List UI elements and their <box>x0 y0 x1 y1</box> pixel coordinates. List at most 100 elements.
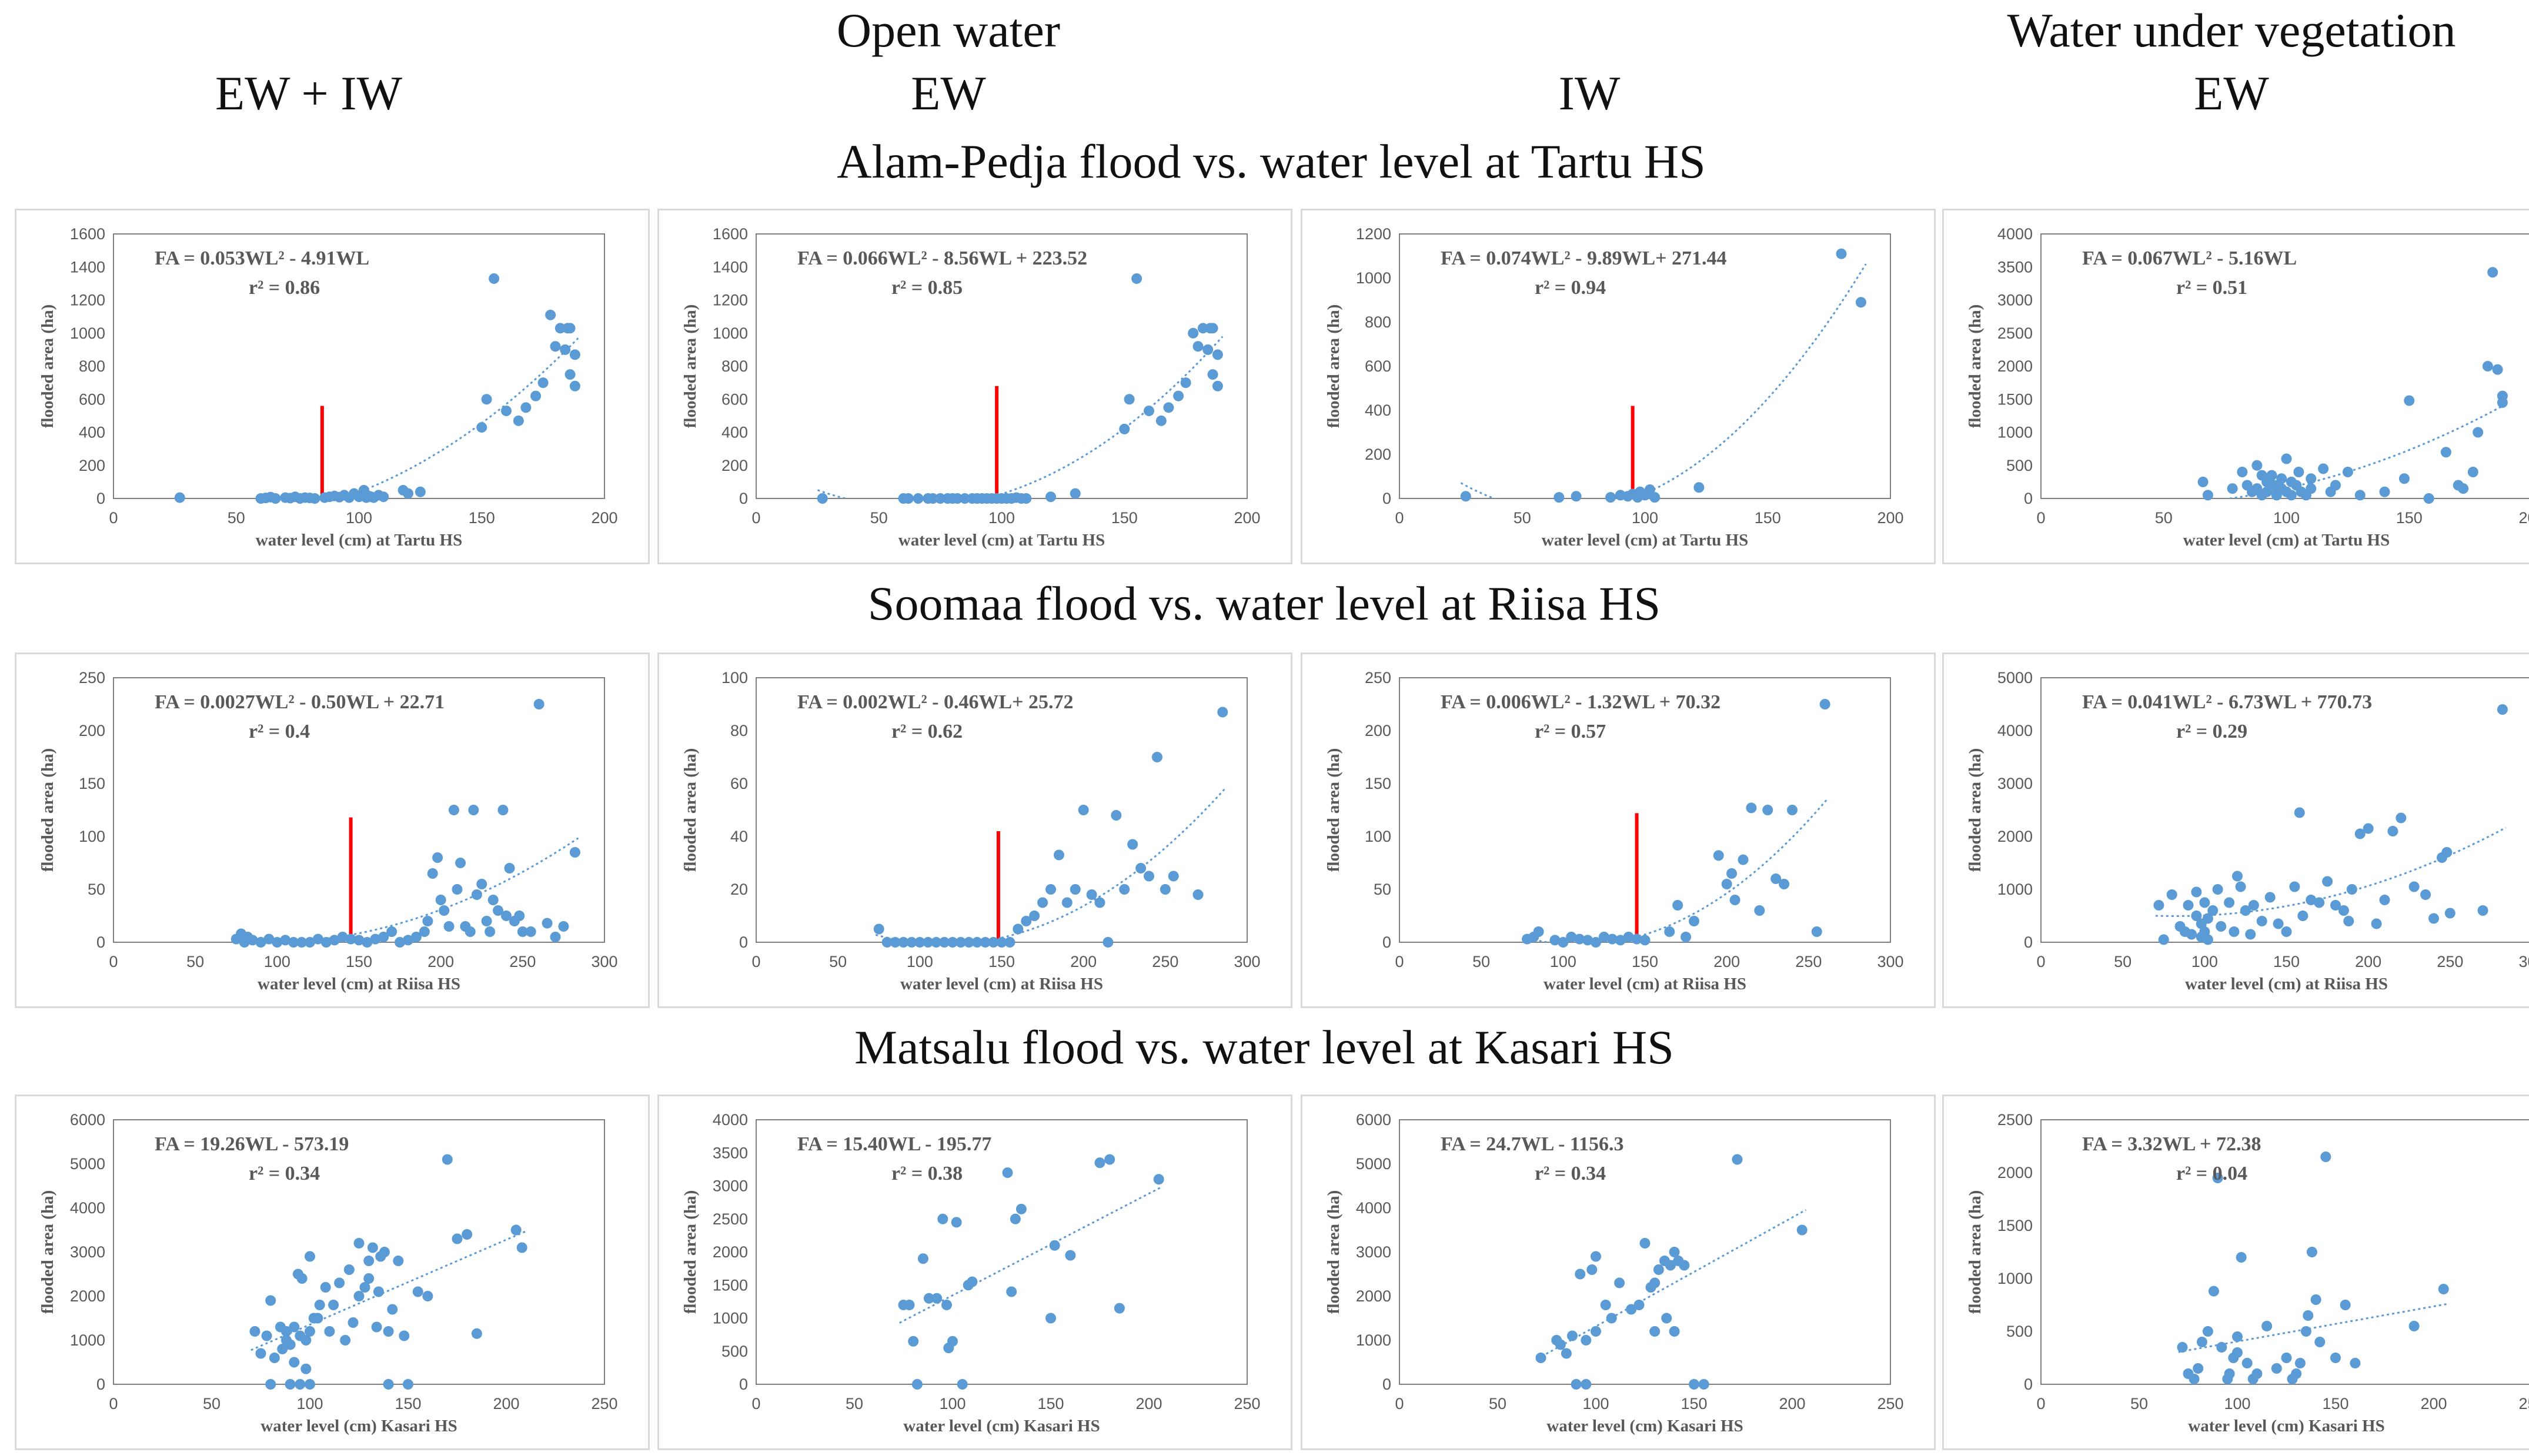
y-tick-label: 1000 <box>1356 1331 1391 1349</box>
data-point <box>309 493 320 504</box>
regression-equation: FA = 24.7WL - 1156.3 <box>1441 1133 1624 1155</box>
data-point <box>324 1326 335 1337</box>
y-tick-label: 6000 <box>70 1111 105 1129</box>
data-point <box>255 937 266 948</box>
data-point <box>367 1242 378 1253</box>
data-point <box>442 1154 453 1165</box>
y-tick-label: 1500 <box>1997 390 2033 408</box>
x-tick-label: 250 <box>1795 953 1822 970</box>
y-tick-label: 0 <box>96 490 105 507</box>
scatter-chart-panel: 0 1000 2000 3000 4000 5000 0 50 100 150 200 250 300 w… <box>1942 652 2529 1008</box>
data-point <box>2199 926 2210 937</box>
data-point <box>300 1363 312 1374</box>
scatter-chart: 0 1000 2000 3000 4000 5000 6000 0 50 100 150 200 250… <box>38 1111 618 1435</box>
data-point <box>1571 491 1582 502</box>
header-iw: IW <box>1558 66 1621 120</box>
y-tick-label: 3500 <box>713 1144 748 1162</box>
data-point <box>2212 1173 2223 1183</box>
data-point <box>1535 1353 1546 1363</box>
section-title-matsalu: Matsalu flood vs. water level at Kasari … <box>854 1020 1674 1074</box>
data-point <box>370 933 381 945</box>
data-point <box>1669 1326 1680 1337</box>
data-point <box>1591 937 1601 948</box>
data-point <box>1649 1277 1661 1288</box>
data-point <box>2191 911 2202 921</box>
plot-area-frame <box>1399 1119 1891 1385</box>
data-point <box>2363 823 2374 834</box>
data-point <box>1665 1260 1676 1271</box>
y-tick-label: 4000 <box>1997 225 2033 243</box>
data-point <box>952 493 963 504</box>
data-point <box>305 1251 315 1262</box>
y-tick-label: 500 <box>2006 457 2033 474</box>
data-point <box>1644 484 1655 495</box>
plot-area-frame <box>113 677 605 943</box>
data-point <box>1533 926 1544 937</box>
section-title-soomaa: Soomaa flood vs. water level at Riisa HS <box>867 577 1661 630</box>
y-tick-label: 1600 <box>713 225 748 243</box>
x-tick-label: 150 <box>346 953 372 970</box>
data-point <box>2398 473 2410 484</box>
x-tick-label: 0 <box>751 953 760 970</box>
data-point <box>1045 884 1056 895</box>
data-point <box>1188 327 1199 339</box>
data-point <box>1726 868 1738 879</box>
x-tick-label: 100 <box>1550 953 1576 970</box>
data-point <box>2338 905 2349 916</box>
data-point <box>1606 1313 1617 1324</box>
data-point <box>476 422 487 433</box>
x-tick-label: 50 <box>1514 509 1531 527</box>
plot-area-frame <box>113 233 605 499</box>
data-point <box>1713 850 1724 861</box>
x-tick-label: 200 <box>1070 953 1097 970</box>
data-point <box>452 1233 463 1244</box>
y-tick-label: 20 <box>730 881 748 898</box>
y-tick-label: 80 <box>730 722 748 739</box>
data-point <box>269 1353 280 1363</box>
y-tick-label: 1000 <box>713 1310 748 1327</box>
data-point <box>2191 886 2202 898</box>
data-point <box>497 805 509 815</box>
data-point <box>1151 752 1162 762</box>
data-point <box>485 926 496 937</box>
data-point <box>2177 1342 2188 1353</box>
x-tick-label: 200 <box>2355 953 2381 970</box>
data-point <box>2438 1284 2449 1294</box>
x-tick-label: 0 <box>1395 1395 1404 1413</box>
regression-equation: FA = 0.002WL² - 0.46WL+ 25.72 <box>797 691 1074 713</box>
data-point <box>2186 929 2197 940</box>
data-point <box>2350 1358 2361 1368</box>
data-point <box>2293 467 2304 477</box>
regression-equation: FA = 0.053WL² - 4.91WL <box>155 247 369 269</box>
data-point <box>927 493 938 504</box>
data-point <box>296 1273 308 1284</box>
data-point <box>1586 1264 1598 1275</box>
regression-equation: FA = 15.40WL - 195.77 <box>797 1133 991 1155</box>
data-point <box>967 1276 978 1287</box>
data-point <box>2297 911 2308 921</box>
data-point <box>427 868 438 879</box>
r-squared-label: r² = 0.86 <box>249 277 320 299</box>
data-point <box>947 1335 958 1347</box>
plot-area-frame <box>2040 1119 2529 1385</box>
y-tick-label: 0 <box>96 1375 105 1393</box>
data-point <box>2199 897 2210 908</box>
data-point <box>2354 828 2366 839</box>
data-point <box>525 926 536 937</box>
data-point <box>2193 1363 2204 1374</box>
scatter-chart-panel: 0 200 400 600 800 1000 1200 0 50 100 150 200 water l… <box>1301 209 1936 564</box>
x-tick-label: 200 <box>2420 1395 2447 1413</box>
data-point <box>1571 1379 1582 1390</box>
x-axis-label: water level (cm) at Riisa HS <box>1544 975 1746 993</box>
x-axis-label: water level (cm) at Tartu HS <box>898 531 1105 550</box>
scatter-chart-panel: 0 500 1000 1500 2000 2500 3000 3500 4000 0 50 100 15… <box>1942 209 2529 564</box>
data-point <box>2306 895 2317 905</box>
data-point <box>363 1256 375 1266</box>
data-point <box>415 486 426 497</box>
y-tick-label: 1500 <box>713 1276 748 1294</box>
data-point <box>452 884 463 895</box>
data-point <box>2232 871 2243 882</box>
y-tick-label: 1500 <box>1997 1217 2033 1234</box>
data-point <box>2224 1368 2235 1379</box>
data-point <box>448 805 459 815</box>
